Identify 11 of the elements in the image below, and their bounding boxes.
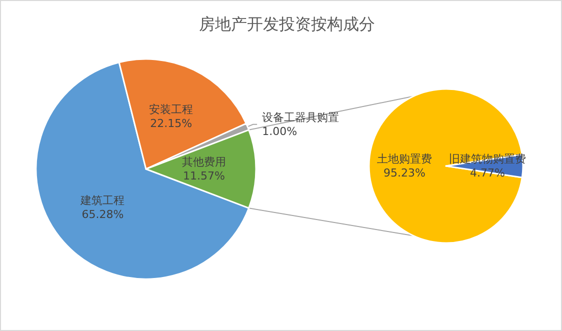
slice-label: 安装工程 [149,103,194,116]
slice-label: 其他费用 [182,156,226,168]
data-label: 1.00% [262,124,298,138]
chart-title: 房地产开发投资按构成分 [199,14,375,34]
data-label: 22.15% [150,117,192,130]
slice-label: 建筑工程 [80,194,125,208]
data-label: 95.23% [384,166,426,180]
data-label: 65.28% [82,208,124,222]
slice-label: 设备工器具购置 [262,110,340,124]
slice-label: 土地购置费 [377,152,432,166]
data-label: 11.57% [183,170,225,182]
